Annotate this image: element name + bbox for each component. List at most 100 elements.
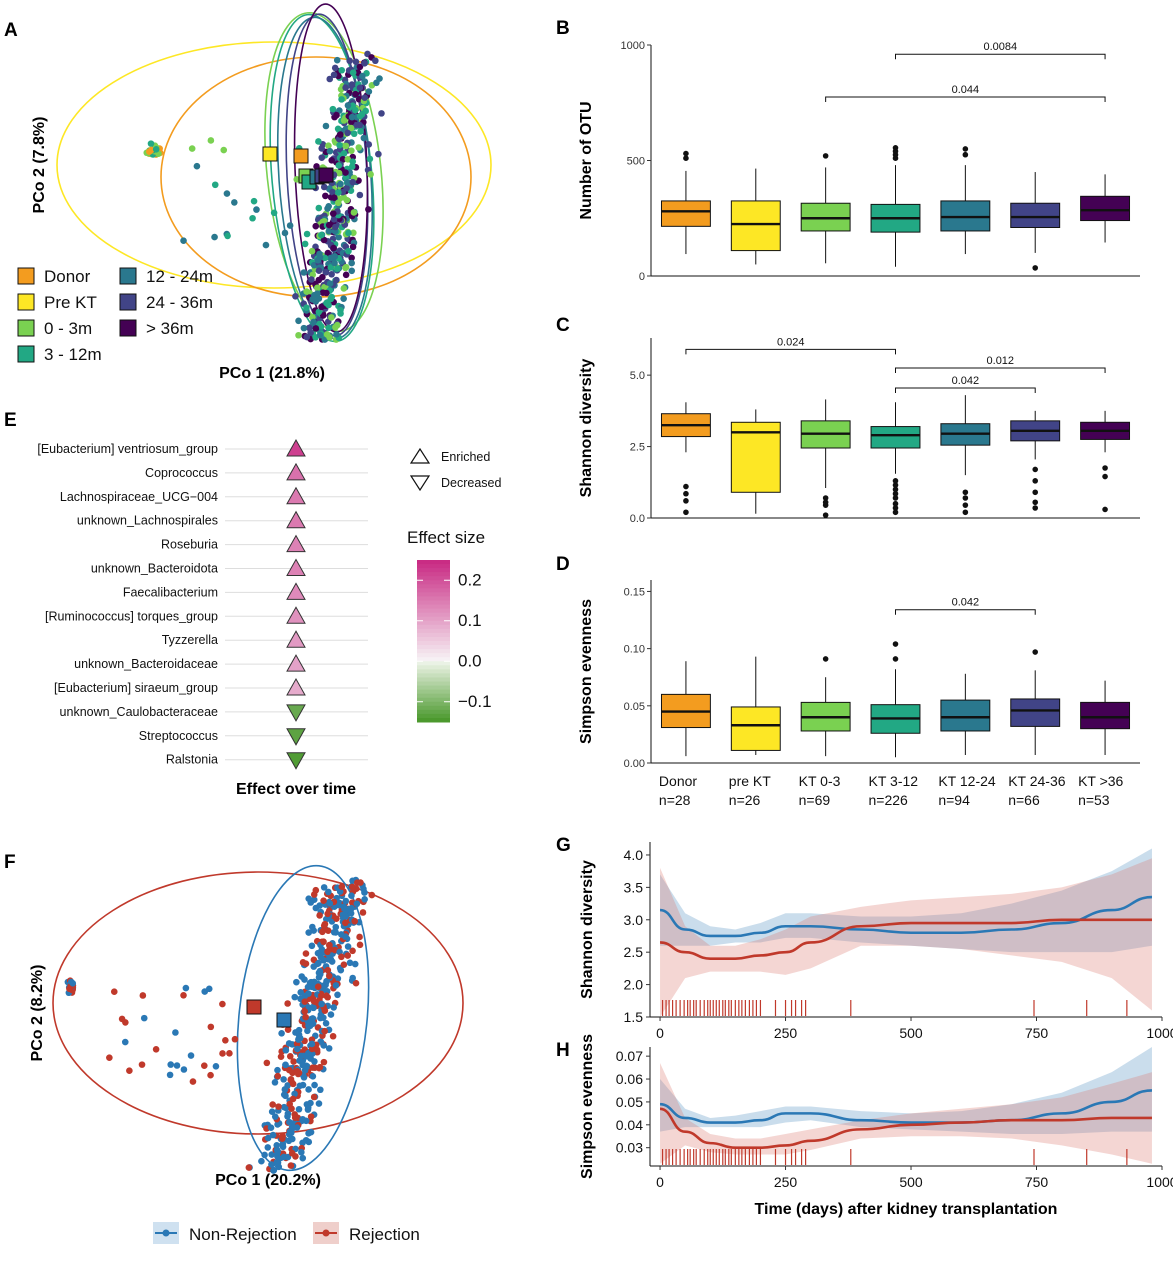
point bbox=[193, 162, 201, 170]
point bbox=[207, 1071, 214, 1079]
point bbox=[340, 117, 348, 124]
outlier bbox=[892, 486, 899, 493]
point bbox=[320, 922, 328, 930]
comparison-label-0: 0.042 bbox=[952, 597, 980, 609]
point bbox=[295, 331, 302, 339]
point bbox=[315, 308, 323, 316]
point bbox=[365, 141, 373, 148]
point bbox=[334, 199, 342, 207]
point bbox=[220, 146, 228, 154]
point bbox=[375, 150, 382, 158]
y-tick-label: 0.03 bbox=[616, 1140, 643, 1156]
point bbox=[268, 1108, 276, 1116]
point bbox=[140, 1014, 148, 1022]
point bbox=[200, 1062, 208, 1069]
box-6 bbox=[1080, 195, 1131, 222]
point bbox=[309, 1072, 317, 1080]
point bbox=[348, 113, 356, 121]
point bbox=[351, 917, 358, 925]
ci-band-1 bbox=[660, 1063, 1152, 1164]
y-tick-label: 0.10 bbox=[624, 644, 645, 656]
colorbar-step bbox=[417, 560, 450, 565]
y-tick-label: 0.07 bbox=[616, 1048, 643, 1064]
point bbox=[372, 57, 379, 65]
legend-swatch-6 bbox=[119, 319, 137, 337]
point bbox=[330, 216, 338, 223]
y-tick-label: 0.00 bbox=[624, 758, 645, 770]
point bbox=[320, 1042, 328, 1049]
taxon-label-4: Roseburia bbox=[161, 538, 218, 552]
point bbox=[296, 1082, 304, 1090]
pcoa-f-points bbox=[64, 876, 376, 1174]
colorbar-step bbox=[417, 709, 450, 715]
colorbar-step bbox=[417, 572, 450, 577]
colorbar-step bbox=[417, 717, 450, 723]
legend-label-2: 0 - 3m bbox=[44, 319, 92, 338]
point bbox=[356, 121, 364, 129]
y-axis-title: Shannon diversity bbox=[578, 359, 595, 498]
point bbox=[290, 1124, 298, 1131]
point bbox=[226, 1050, 233, 1057]
point bbox=[349, 158, 357, 165]
point bbox=[318, 154, 326, 161]
point bbox=[282, 1061, 289, 1069]
y-tick-label: 0.05 bbox=[616, 1094, 643, 1110]
point bbox=[290, 1058, 297, 1065]
point bbox=[293, 176, 301, 183]
y-axis-title: Simpson evenness bbox=[579, 1034, 596, 1179]
point bbox=[325, 1045, 333, 1052]
point bbox=[308, 1045, 316, 1053]
point bbox=[322, 192, 329, 200]
point bbox=[307, 329, 314, 337]
point bbox=[318, 231, 325, 239]
point bbox=[282, 1046, 290, 1054]
n-label-0: n=28 bbox=[659, 792, 691, 808]
point bbox=[308, 247, 316, 255]
point bbox=[303, 230, 311, 238]
point bbox=[271, 1113, 279, 1120]
taxon-label-8: Tyzzerella bbox=[162, 633, 218, 647]
box-5 bbox=[1010, 698, 1061, 727]
point bbox=[263, 1059, 271, 1067]
y-axis-title: Simpson evenness bbox=[578, 599, 595, 744]
point bbox=[317, 1086, 324, 1094]
point bbox=[126, 1067, 133, 1074]
point bbox=[274, 1149, 281, 1156]
colorbar-step bbox=[417, 697, 450, 703]
point bbox=[343, 196, 351, 204]
y-tick-label: 5.0 bbox=[630, 370, 645, 382]
point bbox=[288, 1105, 295, 1112]
point bbox=[309, 1015, 317, 1022]
colorbar-step bbox=[417, 568, 450, 573]
y-tick-label: 0 bbox=[639, 271, 645, 283]
point bbox=[310, 1004, 317, 1012]
point bbox=[349, 243, 357, 251]
point bbox=[315, 138, 322, 145]
colorbar-step bbox=[417, 600, 450, 606]
point bbox=[335, 233, 342, 241]
colorbar-step bbox=[417, 612, 450, 618]
point bbox=[320, 1058, 328, 1066]
effect-size-colorbar: 0.2 0.1 0.0 −0.1 bbox=[417, 560, 492, 723]
point bbox=[337, 931, 345, 938]
point bbox=[188, 145, 196, 152]
point bbox=[222, 1036, 229, 1044]
outlier bbox=[1102, 465, 1108, 471]
point bbox=[295, 1036, 302, 1043]
panel-letter-d: D bbox=[556, 554, 570, 575]
point bbox=[317, 323, 325, 330]
point bbox=[338, 883, 346, 890]
point bbox=[258, 1157, 265, 1165]
point bbox=[267, 1124, 275, 1132]
box-5 bbox=[1010, 202, 1061, 228]
point bbox=[329, 188, 336, 196]
point bbox=[245, 1164, 253, 1171]
point bbox=[320, 957, 327, 964]
point bbox=[187, 1052, 195, 1059]
point bbox=[344, 179, 352, 186]
point bbox=[347, 124, 355, 132]
x-tick-label: 0 bbox=[656, 1025, 664, 1041]
category-label-0: Donor bbox=[659, 773, 697, 789]
point bbox=[180, 237, 187, 245]
point bbox=[275, 1103, 282, 1110]
